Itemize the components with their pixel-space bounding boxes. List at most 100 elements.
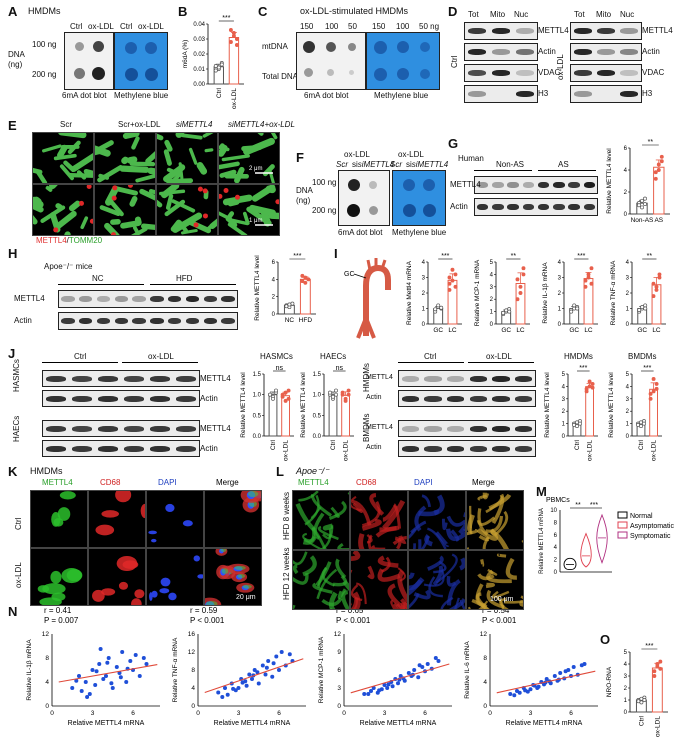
band <box>176 425 196 432</box>
x-tick-label: LC <box>516 327 525 334</box>
mitochondrion <box>188 147 198 165</box>
y-tick-label: 3 <box>490 285 494 291</box>
panel-e-zoom-tile <box>94 184 156 236</box>
tissue-fiber <box>432 565 444 586</box>
signal <box>237 574 246 579</box>
panel-c-caption-blue: Methylene blue <box>374 91 429 100</box>
band <box>447 425 465 432</box>
band <box>515 375 533 382</box>
tissue-fiber <box>315 561 332 587</box>
data-point <box>636 699 641 704</box>
panel-h-chart: 0 2 4 6 Relative METTL4 level *** NC HFD <box>254 253 316 324</box>
data-point <box>277 668 281 672</box>
data-point <box>396 681 400 686</box>
data-point <box>654 284 659 289</box>
y-tick-label: 2 <box>562 409 566 415</box>
x-tick-label: 0 <box>50 710 54 717</box>
data-point <box>334 392 338 397</box>
data-point <box>453 272 458 277</box>
band <box>124 445 144 452</box>
panel-l-col-label: METTL4 <box>298 478 329 487</box>
data-point <box>590 385 595 390</box>
panel-j-blot-left <box>42 440 200 457</box>
data-point <box>501 310 506 315</box>
x-tick-label: GC <box>501 327 511 334</box>
image <box>92 555 145 605</box>
correlation-p: P < 0.001 <box>336 616 371 625</box>
image <box>37 567 83 605</box>
significance-label: *** <box>590 502 598 509</box>
image <box>351 551 407 609</box>
band <box>46 445 66 452</box>
x-tick-label: 6 <box>131 710 135 717</box>
mitochondrion <box>132 225 140 234</box>
band <box>447 445 465 452</box>
mitochondrion <box>126 156 138 164</box>
band <box>492 425 510 432</box>
data-point <box>79 689 84 693</box>
data-point <box>266 659 271 663</box>
significance-label: *** <box>222 15 230 22</box>
panel-c-conc-1: 150 <box>300 22 314 31</box>
data-point <box>583 278 588 283</box>
data-point <box>250 677 254 681</box>
dot <box>125 68 138 81</box>
tissue-fiber <box>427 555 444 571</box>
band <box>620 90 639 98</box>
mitochondrion <box>181 133 203 140</box>
y-tick-label: 0 <box>626 434 630 440</box>
band <box>72 425 92 432</box>
band <box>447 395 465 402</box>
tissue-fiber <box>377 568 401 582</box>
tissue-fiber <box>356 582 367 605</box>
panel-c-conc-2: 100 <box>325 22 339 31</box>
tissue-fiber <box>351 551 361 561</box>
data-point <box>523 688 528 693</box>
tissue-fiber <box>304 494 320 526</box>
image <box>95 491 145 536</box>
bar <box>649 388 659 437</box>
x-tick-label: ox-LDL <box>283 440 290 461</box>
panel-a-dot-blot <box>64 32 114 90</box>
band <box>185 317 200 325</box>
x-tick-label: GC <box>569 327 579 334</box>
band <box>424 445 442 452</box>
image <box>293 551 349 609</box>
x-tick-label: 6 <box>423 710 427 717</box>
legend-swatch <box>617 511 628 519</box>
mettl4-spot <box>202 213 208 219</box>
cell <box>100 588 116 596</box>
panel-j-chart-title: HMDMs <box>564 352 593 361</box>
panel-k-col-label: Merge <box>216 478 239 487</box>
band <box>176 445 196 452</box>
y-tick-label: 4 <box>558 260 562 266</box>
data-point <box>447 275 452 280</box>
significance-label: *** <box>441 253 449 260</box>
image <box>467 492 523 549</box>
mitochondrion <box>64 231 71 235</box>
tissue-fiber <box>382 499 406 530</box>
render <box>95 133 155 183</box>
y-axis-label: m6dA (%) <box>182 40 189 69</box>
data-point <box>656 168 661 172</box>
band <box>573 27 592 35</box>
panel-k-label: K <box>8 464 18 479</box>
dot <box>403 204 416 217</box>
panel-j-row-label: METTL4 <box>200 424 231 433</box>
mitochondrion <box>227 199 240 207</box>
x-axis-label: Relative METTL4 mRNA <box>360 720 437 727</box>
nucleus <box>151 538 157 543</box>
data-point <box>515 297 520 302</box>
tissue-fiber <box>397 569 407 603</box>
significance-label: ns <box>336 365 344 372</box>
y-tick-label: 1 <box>624 698 628 704</box>
y-tick-label: 1 <box>422 307 426 313</box>
data-point <box>371 686 376 690</box>
mettl4-spot <box>86 185 92 190</box>
y-tick-label: 1.0 <box>313 393 322 399</box>
mitochondrion <box>166 178 194 183</box>
data-point <box>220 695 225 699</box>
mitochondrion <box>99 205 121 217</box>
tissue-fiber <box>335 558 347 579</box>
